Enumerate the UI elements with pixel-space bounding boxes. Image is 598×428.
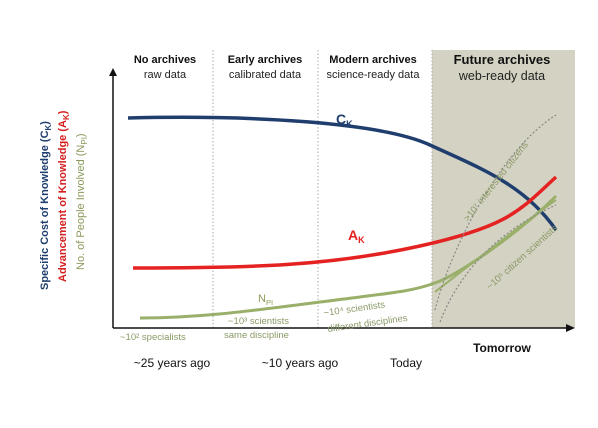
time-label: ~25 years ago [134, 356, 211, 370]
x-arrow [566, 324, 575, 332]
time-label: Today [390, 356, 422, 370]
era-title: Modern archives [329, 54, 416, 66]
time-label: ~10 years ago [262, 356, 339, 370]
y-arrow [109, 68, 117, 76]
annotation: same discipline [224, 330, 289, 341]
annotation: ~10⁴ scientists [323, 299, 386, 319]
npi-curve [139, 194, 558, 320]
era-subtitle: science-ready data [327, 69, 421, 81]
axis-label: Specific Cost of Knowledge (CK) [39, 121, 53, 290]
curve-label: AK [348, 227, 365, 245]
axis-label: No. of People Involved (NPI) [75, 133, 89, 270]
era-title: No archives [134, 54, 196, 66]
era-subtitle: web-ready data [458, 69, 545, 83]
curve-label: NPI [258, 293, 273, 307]
ak-curve [132, 175, 558, 270]
era-subtitle: raw data [144, 69, 187, 81]
annotation: ~10² specialists [120, 332, 186, 343]
era-title: Early archives [228, 54, 303, 66]
era-subtitle: calibrated data [229, 69, 302, 81]
time-label: Tomorrow [473, 341, 531, 355]
curve-label: CK [336, 111, 353, 129]
ck-curve [127, 115, 558, 231]
citizens-curve [434, 114, 557, 311]
era-title: Future archives [454, 52, 551, 67]
annotation: ~10³ scientists [228, 316, 289, 327]
npi-branch [434, 199, 557, 293]
axis-label: Advancement of Knowledge (AK) [57, 110, 71, 282]
future-region [432, 50, 575, 328]
